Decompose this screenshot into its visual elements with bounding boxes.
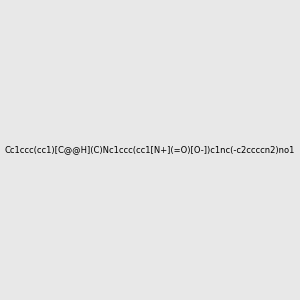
Text: Cc1ccc(cc1)[C@@H](C)Nc1ccc(cc1[N+](=O)[O-])c1nc(-c2ccccn2)no1: Cc1ccc(cc1)[C@@H](C)Nc1ccc(cc1[N+](=O)[O… [5,146,295,154]
